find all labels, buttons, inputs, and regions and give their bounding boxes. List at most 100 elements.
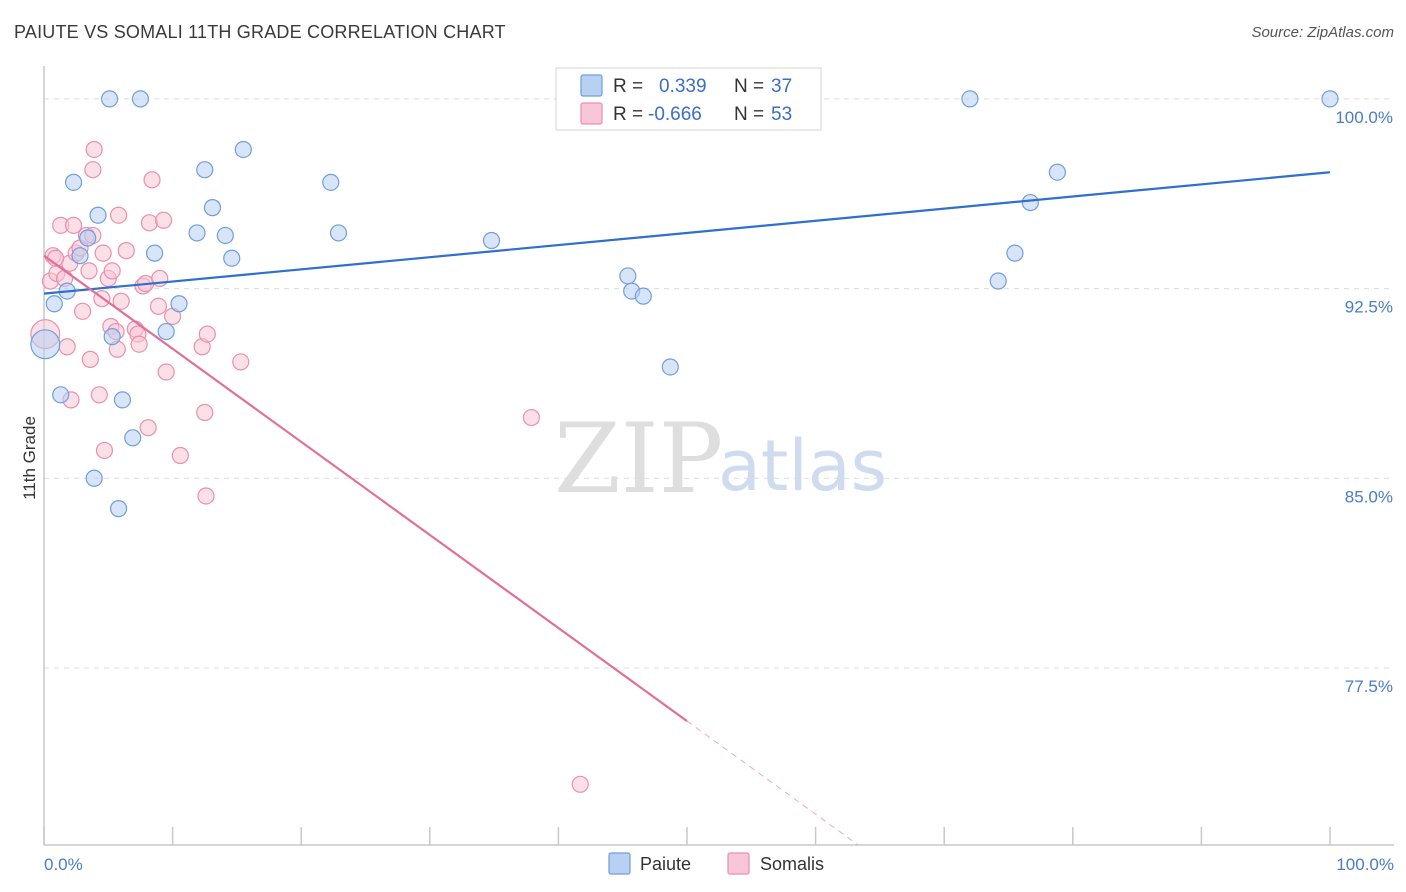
paiute-point-16: [157, 322, 175, 341]
paiute-point-21: [216, 226, 234, 245]
paiute-point-22: [223, 249, 241, 267]
somali-point-38: [143, 171, 161, 189]
paiute-point-31: [961, 90, 979, 108]
x-tick-min: 0.0%: [44, 855, 83, 874]
somali-trend-extension: [686, 720, 859, 846]
somali-point-28: [109, 206, 128, 224]
bottom-legend-swatch-somali: [727, 852, 750, 875]
somali-point-22: [95, 441, 114, 460]
paiute-point-15: [145, 244, 164, 262]
somali-point-51: [571, 775, 589, 793]
somali-point-42: [157, 363, 175, 381]
paiute-point-7: [85, 469, 103, 487]
paiute-point-14: [131, 90, 150, 108]
legend-r-label-somali: R =: [613, 104, 643, 125]
somali-point-18: [85, 140, 103, 159]
y-tick-label-3: 77.5%: [1345, 677, 1393, 696]
y-tick-label-0: 100.0%: [1335, 108, 1393, 127]
somali-point-25: [103, 262, 121, 280]
paiute-point-13: [124, 429, 142, 447]
paiute-trend-line: [43, 171, 1331, 295]
paiute-point-10: [103, 328, 121, 346]
paiute-point-35: [1048, 163, 1066, 181]
paiute-point-19: [196, 161, 214, 179]
somali-point-47: [197, 487, 215, 505]
paiute-point-34: [1021, 193, 1039, 212]
paiute-point-5: [71, 247, 89, 265]
somali-point-6: [58, 338, 76, 356]
watermark-atlas: atlas: [718, 425, 887, 507]
paiute-point-12: [113, 391, 132, 409]
bottom-legend-paiute: Paiute: [640, 854, 691, 874]
somali-point-49: [232, 353, 250, 371]
paiute-point-20: [203, 199, 222, 217]
legend-r-value-somali: -0.666: [648, 104, 702, 125]
paiute-point-17: [170, 295, 188, 313]
y-tick-label-2: 85.0%: [1345, 487, 1393, 506]
x-tick-labels: 0.0% 100.0%: [44, 855, 1394, 874]
paiute-point-2: [52, 386, 70, 404]
paiute-point-23: [234, 140, 252, 159]
legend-r-value-paiute: 0.339: [659, 76, 707, 97]
paiute-point-30: [661, 358, 679, 376]
bottom-legend-swatch-paiute: [608, 852, 631, 875]
legend-n-value-somali: 53: [771, 104, 792, 125]
paiute-point-36: [1321, 90, 1339, 108]
watermark-zip: ZIP: [554, 403, 723, 515]
somali-point-29: [112, 292, 130, 310]
somali-trend-line: [43, 254, 688, 722]
somali-point-36: [139, 419, 157, 437]
paiute-point-25: [329, 224, 348, 242]
y-tick-label-1: 92.5%: [1345, 298, 1393, 317]
axes: [43, 66, 1394, 846]
trend-lines: [43, 171, 1331, 846]
chart-source: Source: ZipAtlas.com: [1251, 24, 1394, 41]
paiute-point-11: [109, 500, 128, 518]
paiute-point-26: [482, 231, 501, 250]
paiute-point-29: [634, 287, 652, 305]
correlation-legend: R = 0.339 N = 37 R = -0.666 N = 53: [555, 67, 822, 131]
paiute-point-4: [64, 173, 83, 191]
y-tick-labels: 100.0% 92.5% 85.0% 77.5%: [1335, 108, 1393, 696]
somali-point-14: [80, 262, 98, 280]
paiute-point-33: [1006, 244, 1024, 262]
paiute-point-8: [89, 206, 107, 224]
legend-r-label-paiute: R =: [613, 76, 643, 97]
y-axis-label: 11th Grade: [20, 416, 39, 500]
paiute-point-24: [322, 173, 340, 191]
legend-swatch-somali: [580, 102, 603, 125]
somali-point-44: [171, 446, 189, 465]
paiute-points: [30, 90, 1339, 518]
somali-point-21: [94, 244, 112, 262]
somali-point-41: [154, 211, 173, 229]
watermark: ZIP atlas: [554, 403, 887, 515]
paiute-point-1: [45, 295, 63, 313]
somali-point-30: [117, 242, 135, 260]
bottom-legend-somali: Somalis: [760, 854, 824, 874]
somali-point-46: [196, 403, 214, 422]
somali-point-33: [130, 335, 148, 353]
paiute-point-9: [100, 90, 119, 108]
somali-point-16: [84, 161, 102, 179]
legend-swatch-paiute: [580, 74, 603, 97]
paiute-point-18: [188, 224, 206, 242]
paiute-point-32: [989, 272, 1007, 290]
somali-point-50: [522, 408, 540, 427]
legend-n-label-paiute: N =: [734, 76, 764, 97]
somali-point-12: [73, 302, 92, 320]
paiute-point-0: [30, 329, 61, 360]
somali-points: [30, 140, 589, 793]
somali-point-48: [198, 325, 216, 343]
paiute-point-6: [79, 229, 97, 247]
somali-point-19: [90, 386, 108, 404]
somali-point-37: [140, 214, 159, 232]
paiute-point-27: [619, 267, 637, 285]
somali-point-9: [64, 216, 83, 234]
somali-point-15: [81, 350, 99, 368]
chart-title: PAIUTE VS SOMALI 11TH GRADE CORRELATION …: [14, 22, 506, 42]
x-tick-max: 100.0%: [1336, 855, 1394, 874]
legend-n-value-paiute: 37: [771, 76, 792, 97]
legend-n-label-somali: N =: [734, 104, 764, 125]
somali-point-39: [149, 297, 168, 315]
